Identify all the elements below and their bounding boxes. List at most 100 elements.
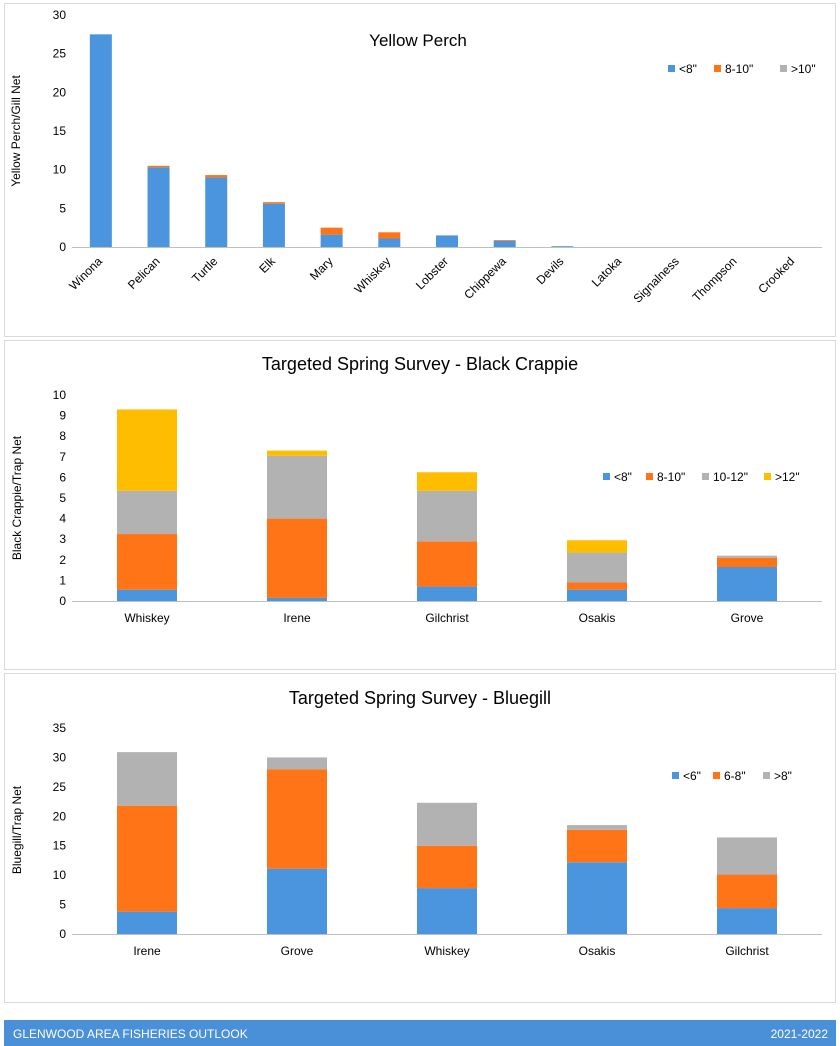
chart-title: Targeted Spring Survey - Bluegill [289, 688, 551, 708]
legend-swatch-8-10 [714, 65, 721, 72]
legend-label-8-10: 8-10" [657, 470, 685, 484]
x-tick-label: Devils [534, 254, 567, 287]
y-tick-label: 20 [53, 85, 67, 99]
bar-grove-10-12 [717, 555, 777, 558]
x-tick-label: Winona [66, 254, 105, 293]
y-tick-label: 1 [59, 573, 66, 587]
bar-osakis-6-8 [567, 829, 627, 863]
y-tick-label: 25 [53, 47, 67, 61]
x-tick-label: Elk [256, 254, 278, 276]
bar-grove-8-10 [717, 557, 777, 568]
bar-irene-8 [267, 597, 327, 601]
chart-targeted-spring-survey-black-crappie: Targeted Spring Survey - Black Crappie Bl… [10, 354, 822, 625]
bar-osakis-10-12 [567, 552, 627, 583]
x-tick-label: Chippewa [461, 254, 509, 302]
y-axis-label: Bluegill/Trap Net [10, 785, 24, 874]
x-tick-label: Whiskey [351, 254, 393, 296]
bar-gilchrist-12 [417, 472, 477, 491]
x-tick-label: Latoka [589, 254, 625, 290]
x-tick-label: Irene [133, 944, 161, 958]
legend-label-10-12: 10-12" [713, 470, 748, 484]
yellow-perch-chart-panel [4, 3, 836, 337]
bar-gilchrist-10-12 [417, 490, 477, 542]
bar-irene-6 [117, 911, 177, 934]
y-tick-label: 3 [59, 532, 66, 546]
x-tick-label: Whiskey [124, 611, 169, 625]
bar-lobster-8 [436, 235, 458, 247]
y-tick-label: 35 [53, 721, 67, 735]
bar-gilchrist-8 [717, 837, 777, 875]
bar-irene-6-8 [117, 805, 177, 912]
bar-gilchrist-6-8 [717, 874, 777, 909]
x-tick-label: Pelican [125, 254, 163, 292]
y-tick-label: 5 [59, 491, 66, 505]
bar-irene-12 [267, 450, 327, 456]
y-tick-label: 2 [59, 553, 66, 567]
footer-title: GLENWOOD AREA FISHERIES OUTLOOK [13, 1027, 248, 1041]
y-tick-label: 10 [53, 163, 67, 177]
y-tick-label: 7 [59, 450, 66, 464]
y-tick-label: 15 [53, 839, 67, 853]
bar-grove-8 [717, 567, 777, 601]
legend-swatch-12 [764, 473, 771, 480]
legend-swatch-8 [668, 65, 675, 72]
x-tick-label: Grove [281, 944, 314, 958]
chart-title: Yellow Perch [369, 31, 467, 50]
legend-swatch-6-8 [713, 772, 720, 779]
legend-swatch-10 [780, 65, 787, 72]
legend-swatch-10-12 [702, 473, 709, 480]
y-axis-label: Black Crappie/Trap Net [10, 435, 24, 560]
bar-osakis-8 [567, 825, 627, 830]
bar-mary-8-10 [320, 227, 343, 235]
bar-whiskey-6 [417, 888, 477, 934]
bar-grove-6-8 [267, 769, 327, 869]
legend-swatch-8 [603, 473, 610, 480]
x-tick-label: Turtle [189, 254, 221, 286]
bar-whiskey-8-10 [378, 232, 401, 239]
y-tick-label: 6 [59, 470, 66, 484]
legend-swatch-6 [672, 772, 679, 779]
y-tick-label: 10 [53, 388, 67, 402]
x-tick-label: Crooked [755, 254, 797, 296]
x-tick-label: Signalness [630, 254, 681, 305]
x-tick-label: Gilchrist [725, 944, 769, 958]
y-tick-label: 0 [59, 594, 66, 608]
legend-label-12: >12" [775, 470, 800, 484]
page-footer: GLENWOOD AREA FISHERIES OUTLOOK 2021-202… [4, 1020, 836, 1046]
legend-label-8: <8" [614, 470, 632, 484]
legend-swatch-8-10 [646, 473, 653, 480]
bar-irene-8 [117, 752, 177, 806]
y-tick-label: 5 [59, 201, 66, 215]
bar-whiskey-8-10 [117, 534, 177, 590]
x-tick-label: Irene [283, 611, 311, 625]
bar-winona-8 [89, 34, 112, 248]
bar-whiskey-8 [378, 238, 401, 247]
legend-label-10: >10" [791, 62, 816, 76]
bar-whiskey-8 [117, 589, 177, 601]
x-tick-label: Lobster [413, 254, 451, 292]
bar-whiskey-8 [417, 802, 477, 846]
legend-swatch-8 [763, 772, 770, 779]
bar-whiskey-12 [117, 409, 177, 491]
bar-osakis-12 [567, 540, 627, 553]
legend-label-6: <6" [683, 769, 701, 783]
bar-devils-8 [551, 246, 574, 247]
x-tick-label: Mary [307, 254, 336, 283]
legend-label-8: >8" [774, 769, 792, 783]
y-tick-label: 30 [53, 750, 67, 764]
y-tick-label: 15 [53, 124, 67, 138]
y-tick-label: 0 [59, 240, 66, 254]
bar-osakis-8 [567, 589, 627, 601]
bar-elk-8-10 [262, 202, 285, 204]
y-tick-label: 10 [53, 868, 67, 882]
bar-whiskey-6-8 [417, 845, 477, 889]
legend-label-6-8: 6-8" [724, 769, 746, 783]
x-tick-label: Gilchrist [425, 611, 469, 625]
y-tick-label: 30 [53, 8, 67, 22]
chart-title: Targeted Spring Survey - Black Crappie [262, 354, 578, 374]
y-tick-label: 8 [59, 429, 66, 443]
legend-label-8-10: 8-10" [725, 62, 753, 76]
chart-yellow-perch: Yellow Perch Yellow Perch/Gill Net 0 5 10 15 2… [9, 8, 822, 306]
bar-elk-8 [262, 203, 285, 247]
bar-irene-8-10 [267, 518, 327, 598]
